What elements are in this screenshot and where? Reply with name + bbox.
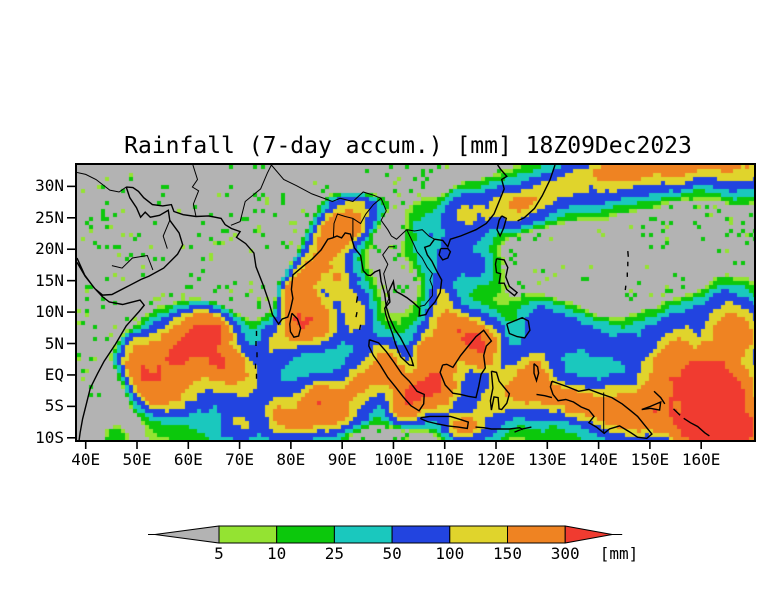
x-tick-label: 40E: [71, 450, 101, 469]
colorbar-level-label: 10: [267, 544, 287, 563]
x-tick-label: 130E: [528, 450, 567, 469]
colorbar-above-arrow: [564, 525, 613, 544]
y-tick-label: 10S: [35, 427, 64, 447]
colorbar-box: [276, 525, 335, 544]
x-tick-label: 140E: [579, 450, 618, 469]
x-tick-label: 150E: [630, 450, 670, 469]
colorbar-box: [507, 525, 566, 544]
colorbar-level-label: 100: [435, 544, 465, 563]
colorbar-level-label: 5: [214, 544, 224, 563]
colorbar-unit-label: [mm]: [599, 544, 639, 563]
y-tick-label: 20N: [35, 239, 64, 259]
x-tick-label: 160E: [681, 450, 721, 469]
coastlines-overlay: [77, 165, 710, 440]
country-border-path: [77, 165, 605, 433]
x-tick-label: 60E: [173, 450, 203, 469]
colorbar-box: [333, 525, 393, 544]
y-tick-label: EQ: [44, 364, 64, 384]
colorbar-box: [449, 525, 508, 544]
x-tick-label: 120E: [476, 450, 516, 469]
rainfall-heatmap-canvas: [77, 165, 754, 440]
colorbar-level-label: 50: [382, 544, 402, 563]
x-tick-label: 70E: [225, 450, 255, 469]
colorbar-box: [218, 525, 278, 544]
colorbar-level-label: 300: [550, 544, 580, 563]
y-tick-label: 30N: [35, 176, 64, 196]
y-tick-label: 15N: [35, 270, 64, 290]
y-tick-label: 25N: [35, 207, 64, 227]
y-tick-label: 10N: [35, 302, 64, 322]
x-tick-label: 110E: [425, 450, 464, 469]
x-tick-label: 100E: [374, 450, 413, 469]
colorbar-below-arrow: [154, 525, 220, 544]
chart-title: Rainfall (7-day accum.) [mm] 18Z09Dec202…: [124, 133, 692, 159]
y-tick-label: 5N: [44, 333, 64, 353]
colorbar-level-label: 25: [324, 544, 345, 563]
colorbar-box: [391, 525, 451, 544]
y-tick-label: 5S: [44, 396, 64, 416]
map-plot-area: [75, 163, 756, 442]
x-tick-label: 80E: [276, 450, 306, 469]
x-tick-label: 90E: [327, 450, 357, 469]
colorbar-level-label: 150: [493, 544, 522, 563]
colorbar-graphic: [148, 525, 623, 544]
coastline-path: [77, 165, 710, 440]
x-tick-label: 50E: [122, 450, 152, 469]
